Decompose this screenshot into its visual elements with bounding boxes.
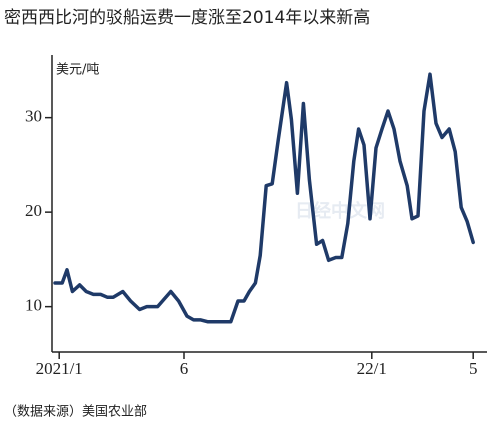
watermark: 日经中文网: [295, 200, 385, 222]
data-line: [53, 72, 475, 324]
x-tick-label: 6: [180, 359, 189, 378]
chart-title: 密西西比河的驳船运费一度涨至2014年以来新高: [4, 8, 370, 28]
x-tick-label: 2021/1: [36, 359, 83, 378]
y-unit: 美元/吨: [56, 63, 99, 78]
y-tick-label: 20: [25, 201, 42, 220]
source: （数据来源）美国农业部: [4, 405, 147, 420]
x-tick-label: 5: [469, 359, 478, 378]
y-tick-label: 10: [25, 296, 42, 315]
x-tick-label: 22/1: [357, 359, 387, 378]
y-tick-label: 30: [25, 107, 42, 126]
